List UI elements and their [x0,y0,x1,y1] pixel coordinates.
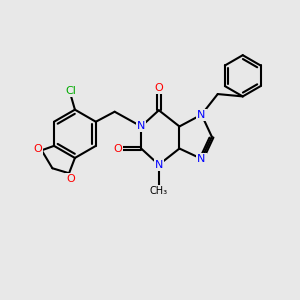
Text: O: O [154,83,163,93]
Text: N: N [197,154,206,164]
Text: Cl: Cl [65,86,76,96]
Text: O: O [114,143,123,154]
Text: N: N [197,110,206,120]
Text: O: O [66,174,75,184]
Text: N: N [154,160,163,170]
Text: CH₃: CH₃ [150,186,168,196]
Text: O: O [34,144,43,154]
Text: N: N [137,122,146,131]
